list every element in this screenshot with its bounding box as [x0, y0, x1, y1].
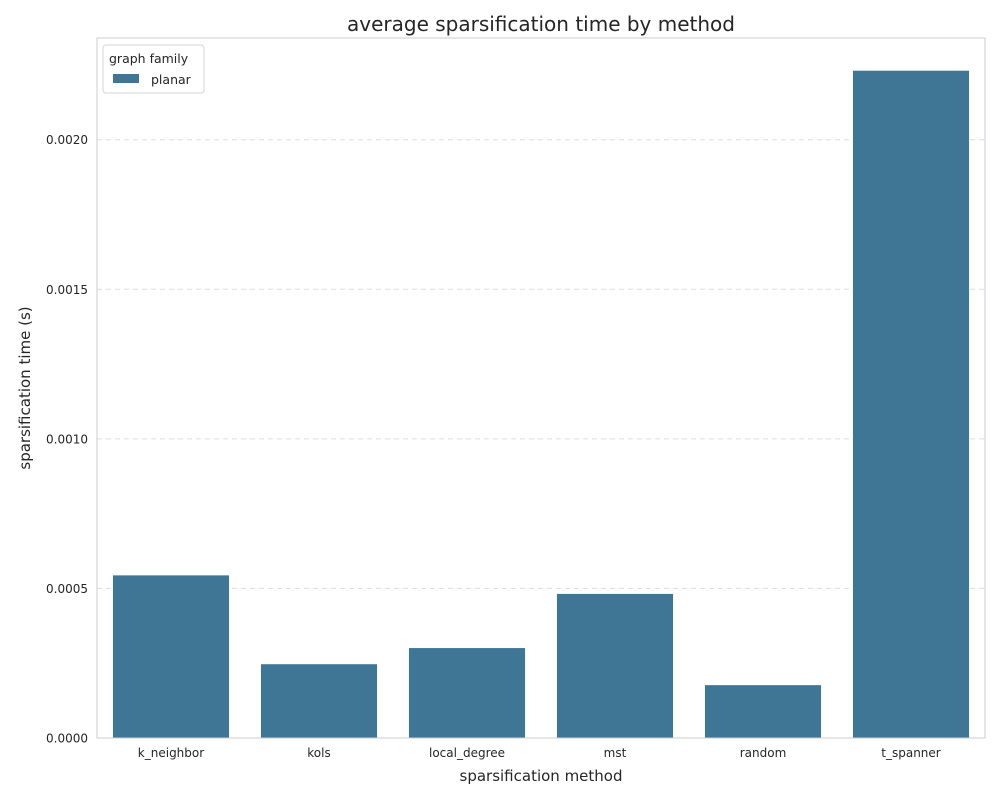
- grid-lines: [97, 139, 985, 589]
- bar-mst: [556, 593, 674, 739]
- bar-random: [704, 684, 822, 739]
- bars: [112, 69, 970, 739]
- x-tick-label-local_degree: local_degree: [429, 746, 505, 760]
- y-axis-label: sparsification time (s): [16, 306, 34, 469]
- plot-frame: [96, 37, 986, 739]
- legend-label-planar: planar: [151, 72, 192, 87]
- bar-kols: [260, 663, 378, 739]
- x-tick-label-t_spanner: t_spanner: [881, 746, 941, 760]
- y-tick-label: 0.0000: [46, 732, 88, 746]
- x-tick-label-random: random: [740, 746, 787, 760]
- bar-t_spanner: [852, 69, 970, 739]
- bar-local_degree: [408, 647, 526, 739]
- legend: graph family planar: [102, 44, 205, 94]
- legend-swatch-planar: [113, 74, 139, 83]
- bar-k_neighbor: [112, 574, 230, 739]
- x-tick-label-k_neighbor: k_neighbor: [138, 746, 204, 760]
- x-tick-labels: k_neighbor kols local_degree mst random t_spa…: [138, 746, 941, 760]
- y-tick-label: 0.0005: [46, 582, 88, 596]
- legend-title: graph family: [109, 51, 189, 66]
- y-tick-label: 0.0015: [46, 283, 88, 297]
- y-tick-labels: 0.0000 0.0005 0.0010 0.0015 0.0020: [46, 133, 88, 745]
- x-tick-label-mst: mst: [604, 746, 627, 760]
- x-axis-label: sparsification method: [460, 767, 623, 785]
- y-tick-label: 0.0020: [46, 133, 88, 147]
- y-tick-label: 0.0010: [46, 432, 88, 446]
- chart-title: average sparsification time by method: [347, 12, 735, 36]
- x-tick-label-kols: kols: [307, 746, 330, 760]
